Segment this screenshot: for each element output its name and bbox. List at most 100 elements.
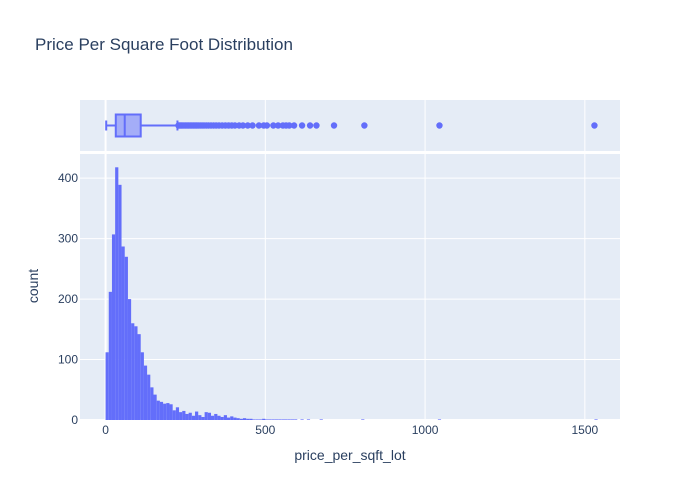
y-axis-ticks: 0 100 200 300 400 [58, 171, 78, 427]
histogram-bar [217, 415, 221, 420]
box-outlier-point [244, 122, 251, 129]
histogram-bar [169, 404, 173, 420]
y-tick-label: 300 [58, 232, 78, 246]
histogram-bars [105, 167, 598, 420]
histogram-bar [258, 419, 263, 420]
histogram-bar [134, 326, 138, 420]
histogram-bar [150, 387, 154, 420]
histogram-bar [268, 419, 272, 420]
histogram-bar [137, 334, 141, 420]
histogram-bar [105, 352, 109, 420]
histogram-bar [207, 412, 212, 420]
x-tick-label: 0 [102, 423, 109, 437]
histogram-bar [211, 415, 215, 420]
y-tick-label: 100 [58, 353, 78, 367]
y-tick-label: 0 [71, 413, 78, 427]
histogram-bar [182, 410, 186, 420]
histogram-bar [175, 407, 180, 420]
histogram-bar [233, 417, 237, 420]
x-axis-ticks: 0 500 1000 1500 [102, 423, 598, 437]
x-tick-label: 500 [255, 423, 275, 437]
box-iqr [114, 113, 142, 138]
box-outlier-point [255, 122, 263, 129]
histogram-bar [131, 323, 135, 420]
box-outlier-point [313, 122, 320, 129]
histogram-bar [246, 418, 250, 420]
histogram-bar [226, 417, 231, 420]
histogram-bar [361, 419, 365, 420]
histogram-bar [230, 416, 234, 420]
x-axis-title: price_per_sqft_lot [294, 447, 405, 463]
histogram-bar [153, 394, 157, 420]
histogram-bar [201, 416, 205, 420]
histogram-bar [284, 419, 288, 420]
histogram-bar [166, 403, 170, 420]
box-outlier-point [263, 122, 271, 129]
y-tick-label: 200 [58, 292, 78, 306]
histogram-bar [594, 419, 598, 420]
histogram-bar [249, 418, 253, 420]
histogram-bar [124, 256, 128, 420]
histogram-bar [262, 418, 266, 420]
histogram-bar [242, 418, 247, 420]
box-outlier-point [298, 122, 306, 129]
histogram-bar [143, 365, 148, 420]
histogram-bar [179, 412, 183, 420]
x-tick-label: 1500 [572, 423, 599, 437]
boxplot [105, 113, 598, 138]
histogram-bar [300, 419, 304, 420]
histogram-bar [111, 234, 116, 420]
box-outlier-point [290, 122, 298, 129]
histogram-bar [290, 419, 295, 420]
histogram-bar [172, 410, 176, 420]
histogram-bar [239, 418, 243, 420]
y-tick-label: 400 [58, 171, 78, 185]
y-axis-title: count [25, 269, 41, 303]
histogram-bar [140, 352, 144, 420]
box-outlier-point [239, 122, 247, 129]
histogram-bar [255, 419, 259, 420]
histogram-bar [159, 401, 164, 420]
histogram-bar [163, 403, 167, 420]
histogram-bar [214, 413, 218, 420]
box-outlier-point [330, 122, 338, 129]
histogram-bar [115, 167, 119, 420]
histogram-bar [437, 419, 442, 420]
histogram-bar [220, 416, 224, 420]
box-outlier-point [286, 122, 293, 129]
histogram-bar [147, 374, 151, 420]
histogram-bar [287, 419, 291, 420]
histogram-bar [271, 419, 275, 420]
chart-title: Price Per Square Foot Distribution [35, 35, 293, 54]
histogram-bar [252, 419, 256, 420]
histogram-bar [204, 412, 208, 420]
histogram-bar [278, 419, 282, 420]
histogram-bar [195, 411, 199, 420]
histogram-bar [108, 291, 112, 420]
box-outlier-point [306, 122, 314, 129]
histogram-bar [236, 418, 240, 420]
x-tick-label: 1000 [412, 423, 439, 437]
histogram-bar [185, 413, 189, 420]
histogram-bar [274, 419, 279, 420]
histogram-bar [127, 299, 132, 420]
histogram-bar [156, 400, 160, 420]
histogram-bar [191, 415, 196, 420]
box-outlier-point [361, 122, 368, 129]
histogram-bar [118, 184, 122, 420]
histogram-bar [306, 419, 311, 420]
histogram-bar [294, 419, 298, 420]
histogram-bar [188, 412, 192, 420]
histogram-bar [319, 419, 323, 420]
box-outlier-point [436, 122, 443, 129]
histogram-bar [121, 246, 125, 420]
histogram-bar [223, 415, 227, 420]
box-outlier-point [249, 122, 256, 129]
box-outlier-point [274, 122, 282, 129]
box-outlier-point [270, 122, 277, 129]
histogram-bar [265, 419, 269, 420]
histogram-bar [198, 415, 202, 420]
histogram-plot-area [80, 154, 620, 420]
